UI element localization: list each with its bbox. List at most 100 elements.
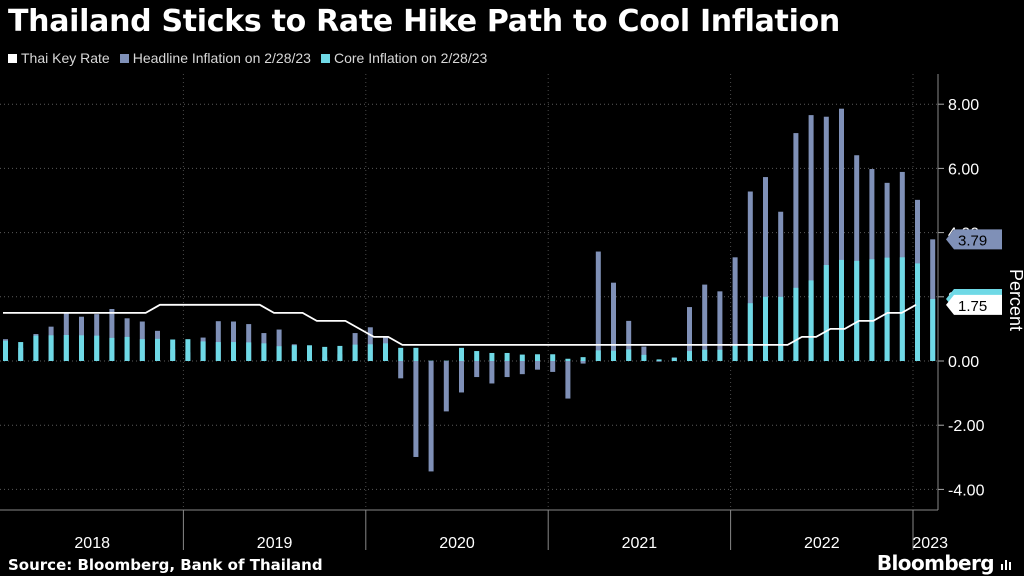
x-tick-label: 2020 <box>439 535 475 552</box>
headline-bar <box>413 361 419 457</box>
core-bar <box>930 299 936 361</box>
headline-bar <box>656 361 662 362</box>
core-bar <box>656 359 662 361</box>
core-bar <box>550 354 556 361</box>
core-bar <box>869 259 875 361</box>
y-tick-label: 6.00 <box>948 161 979 178</box>
headline-bar <box>611 282 616 361</box>
legend-label-core: Core Inflation on 2/28/23 <box>333 50 488 66</box>
headline-bar <box>474 361 480 378</box>
headline-bar <box>109 308 115 361</box>
x-tick-label: 2019 <box>257 535 293 552</box>
core-bar <box>139 339 145 361</box>
headline-bar <box>839 108 844 361</box>
x-tick-label: 2021 <box>622 535 658 552</box>
x-tick-label: 2022 <box>804 535 840 552</box>
headline-bar <box>778 211 784 361</box>
headline-bar <box>793 133 799 361</box>
core-bar <box>291 345 297 361</box>
core-bar <box>459 347 464 361</box>
core-bar <box>747 303 753 361</box>
core-bar <box>778 296 784 361</box>
headline-bar <box>854 155 860 361</box>
core-bar <box>246 342 252 361</box>
core-bar <box>63 334 69 361</box>
core-bar <box>215 342 221 361</box>
core-bar <box>337 345 343 361</box>
core-bar <box>94 335 100 361</box>
legend-item-headline: Headline Inflation on 2/28/23 <box>119 50 311 66</box>
end-value-tag: 3.79 <box>946 229 1002 250</box>
core-bar <box>322 346 328 361</box>
core-bar <box>823 265 829 361</box>
headline-bar <box>519 361 525 375</box>
core-bar <box>367 344 373 361</box>
core-bar <box>79 335 84 361</box>
core-bar <box>854 260 860 361</box>
core-bar <box>261 343 267 361</box>
legend-swatch-core <box>320 53 330 63</box>
core-bar <box>641 354 647 361</box>
headline-bar <box>747 191 753 361</box>
core-bar <box>595 350 601 361</box>
key-rate-line <box>3 303 917 346</box>
core-bar <box>702 349 708 361</box>
headline-bar <box>443 361 449 412</box>
headline-bar <box>504 361 510 378</box>
x-tick-label: 2018 <box>74 535 110 552</box>
x-tick-label: 2023 <box>912 535 948 552</box>
end-value-tag-label: 1.75 <box>958 298 987 315</box>
legend-label-key-rate: Thai Key Rate <box>21 50 110 66</box>
core-bar <box>687 351 692 361</box>
bloomberg-bars-icon <box>1001 560 1011 570</box>
headline-bar <box>550 361 556 372</box>
end-value-tag-shape <box>946 294 1002 315</box>
headline-bar <box>732 257 738 361</box>
end-value-tag: 1.75 <box>946 294 1002 315</box>
core-bar <box>565 358 571 361</box>
core-bar <box>915 263 920 361</box>
core-bar <box>18 342 24 361</box>
core-bar <box>200 341 206 361</box>
headline-bar <box>641 346 647 361</box>
core-bar <box>839 259 844 361</box>
core-bar <box>884 257 890 361</box>
headline-bar <box>687 307 692 361</box>
core-bar <box>124 336 130 361</box>
headline-bar <box>808 115 814 361</box>
core-bar <box>489 352 495 361</box>
legend-swatch-key-rate <box>8 53 17 63</box>
core-bar <box>474 351 480 361</box>
headline-bar <box>489 361 495 384</box>
legend-item-key-rate: Thai Key Rate <box>8 50 110 66</box>
core-bar <box>33 335 39 361</box>
source-note: Source: Bloomberg, Bank of Thailand <box>8 556 323 574</box>
y-tick-label: 0.00 <box>948 354 979 371</box>
y-tick-label: 8.00 <box>948 97 979 114</box>
core-bar <box>763 296 768 361</box>
core-bar <box>155 338 160 361</box>
headline-bar <box>823 116 829 362</box>
core-bar <box>899 257 905 361</box>
chart-title: Thailand Sticks to Rate Hike Path to Coo… <box>8 4 840 39</box>
headline-bar <box>367 327 373 361</box>
headline-bar <box>428 361 434 472</box>
core-bar <box>519 354 525 361</box>
core-bar <box>383 343 388 361</box>
headline-bar <box>276 329 282 361</box>
headline-bar <box>763 177 768 361</box>
core-bar <box>504 352 510 361</box>
core-bar <box>109 337 115 361</box>
bloomberg-logo: Bloomberg <box>876 551 995 575</box>
legend-swatch-headline <box>119 53 129 63</box>
core-bar <box>413 347 419 361</box>
core-bar <box>307 345 312 361</box>
legend-item-core: Core Inflation on 2/28/23 <box>320 50 488 66</box>
core-bar <box>611 350 616 361</box>
headline-bar <box>565 361 571 399</box>
y-tick-label: -4.00 <box>948 482 985 499</box>
core-bar <box>3 340 8 361</box>
headline-bar <box>580 361 586 364</box>
legend-label-headline: Headline Inflation on 2/28/23 <box>132 50 311 66</box>
